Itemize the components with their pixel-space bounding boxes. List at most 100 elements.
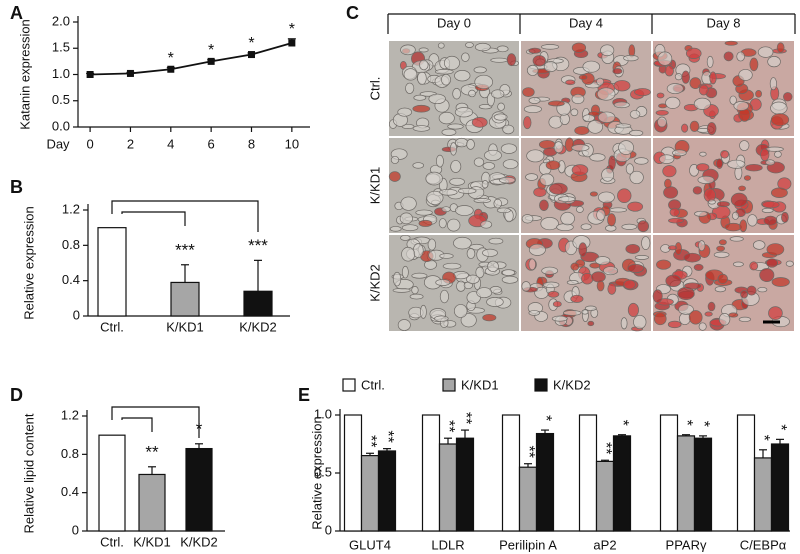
x-tick-label: aP2 xyxy=(593,537,616,552)
row-label: Ctrl. xyxy=(367,77,382,101)
cell xyxy=(476,287,493,299)
cell xyxy=(689,77,702,90)
cell xyxy=(718,312,731,326)
cell xyxy=(771,277,790,287)
cell xyxy=(667,245,678,251)
cell xyxy=(627,201,644,212)
point xyxy=(288,39,296,47)
cell xyxy=(493,113,508,121)
cell xyxy=(668,217,684,224)
y-tick-label: 1.2 xyxy=(62,201,80,216)
legend-label: K/KD2 xyxy=(553,377,591,392)
bar xyxy=(753,457,773,532)
cell xyxy=(571,144,590,152)
cell xyxy=(641,236,651,250)
bracket xyxy=(111,200,259,232)
cell xyxy=(539,199,549,211)
cell xyxy=(441,128,457,136)
cell xyxy=(435,279,451,286)
cell xyxy=(749,57,759,72)
significance: ** xyxy=(520,445,537,457)
cell xyxy=(612,68,623,75)
cell xyxy=(666,83,684,95)
cell xyxy=(634,157,649,165)
panel-letter: C xyxy=(346,3,359,23)
cell xyxy=(441,206,451,213)
y-tick-label: 0.8 xyxy=(61,446,79,461)
cell xyxy=(539,173,555,186)
cell xyxy=(493,198,502,209)
cell xyxy=(625,243,641,254)
point xyxy=(247,51,255,59)
cell xyxy=(547,290,560,298)
significance: ** xyxy=(457,412,474,424)
cell xyxy=(399,212,413,225)
x-tick-label: GLUT4 xyxy=(349,537,391,552)
cell xyxy=(460,313,477,328)
significance: * xyxy=(248,35,254,52)
cell xyxy=(618,140,634,155)
cell xyxy=(525,173,539,181)
x-tick-label: 4 xyxy=(167,136,174,151)
cell xyxy=(685,47,702,59)
significance: * xyxy=(678,420,695,426)
cell xyxy=(552,300,562,308)
significance: ** xyxy=(440,420,457,432)
cell xyxy=(595,256,611,266)
cell xyxy=(716,201,730,208)
significance: * xyxy=(208,42,214,59)
bar xyxy=(595,460,615,532)
cell xyxy=(774,150,782,158)
error-bar xyxy=(776,438,784,444)
x-tick-label: K/KD1 xyxy=(166,319,204,334)
significance: ** xyxy=(379,430,396,442)
error-bar xyxy=(148,466,156,475)
x-tick-label: 10 xyxy=(285,136,299,151)
bar xyxy=(360,455,380,532)
cell xyxy=(400,234,411,241)
cell xyxy=(694,210,708,217)
cell xyxy=(428,93,446,105)
cell xyxy=(581,272,594,285)
cell xyxy=(466,274,480,284)
cell xyxy=(502,159,519,170)
y-tick-label: 0.5 xyxy=(52,92,70,107)
bar xyxy=(770,443,790,532)
bar xyxy=(421,414,441,532)
cell xyxy=(455,205,474,216)
cell xyxy=(740,290,748,299)
cell xyxy=(528,97,541,104)
cell xyxy=(770,101,788,115)
cell xyxy=(656,92,665,99)
cell xyxy=(736,51,745,62)
x-tick-label: Ctrl. xyxy=(100,319,124,334)
cell xyxy=(418,219,433,227)
cell xyxy=(390,155,400,164)
cell xyxy=(409,293,424,300)
cell xyxy=(392,288,411,293)
cell xyxy=(770,113,790,127)
cell xyxy=(486,296,504,307)
cell xyxy=(500,143,518,154)
point xyxy=(167,65,175,73)
cell xyxy=(576,206,584,213)
cell xyxy=(724,222,742,232)
cell xyxy=(466,248,476,259)
cell xyxy=(747,214,758,227)
cell xyxy=(714,286,726,293)
row-label: K/KD2 xyxy=(367,264,382,302)
cell xyxy=(454,107,474,118)
error-bar xyxy=(759,449,767,458)
cell xyxy=(601,168,615,182)
cell xyxy=(438,218,447,229)
cell xyxy=(656,259,672,270)
significance: * xyxy=(695,421,712,427)
cell xyxy=(697,175,715,185)
cell xyxy=(746,285,757,296)
y-tick-label: 0.4 xyxy=(61,484,79,499)
cell xyxy=(400,44,416,56)
cell xyxy=(729,95,737,105)
bar xyxy=(535,432,555,532)
cell xyxy=(665,274,682,288)
cell xyxy=(765,159,775,166)
